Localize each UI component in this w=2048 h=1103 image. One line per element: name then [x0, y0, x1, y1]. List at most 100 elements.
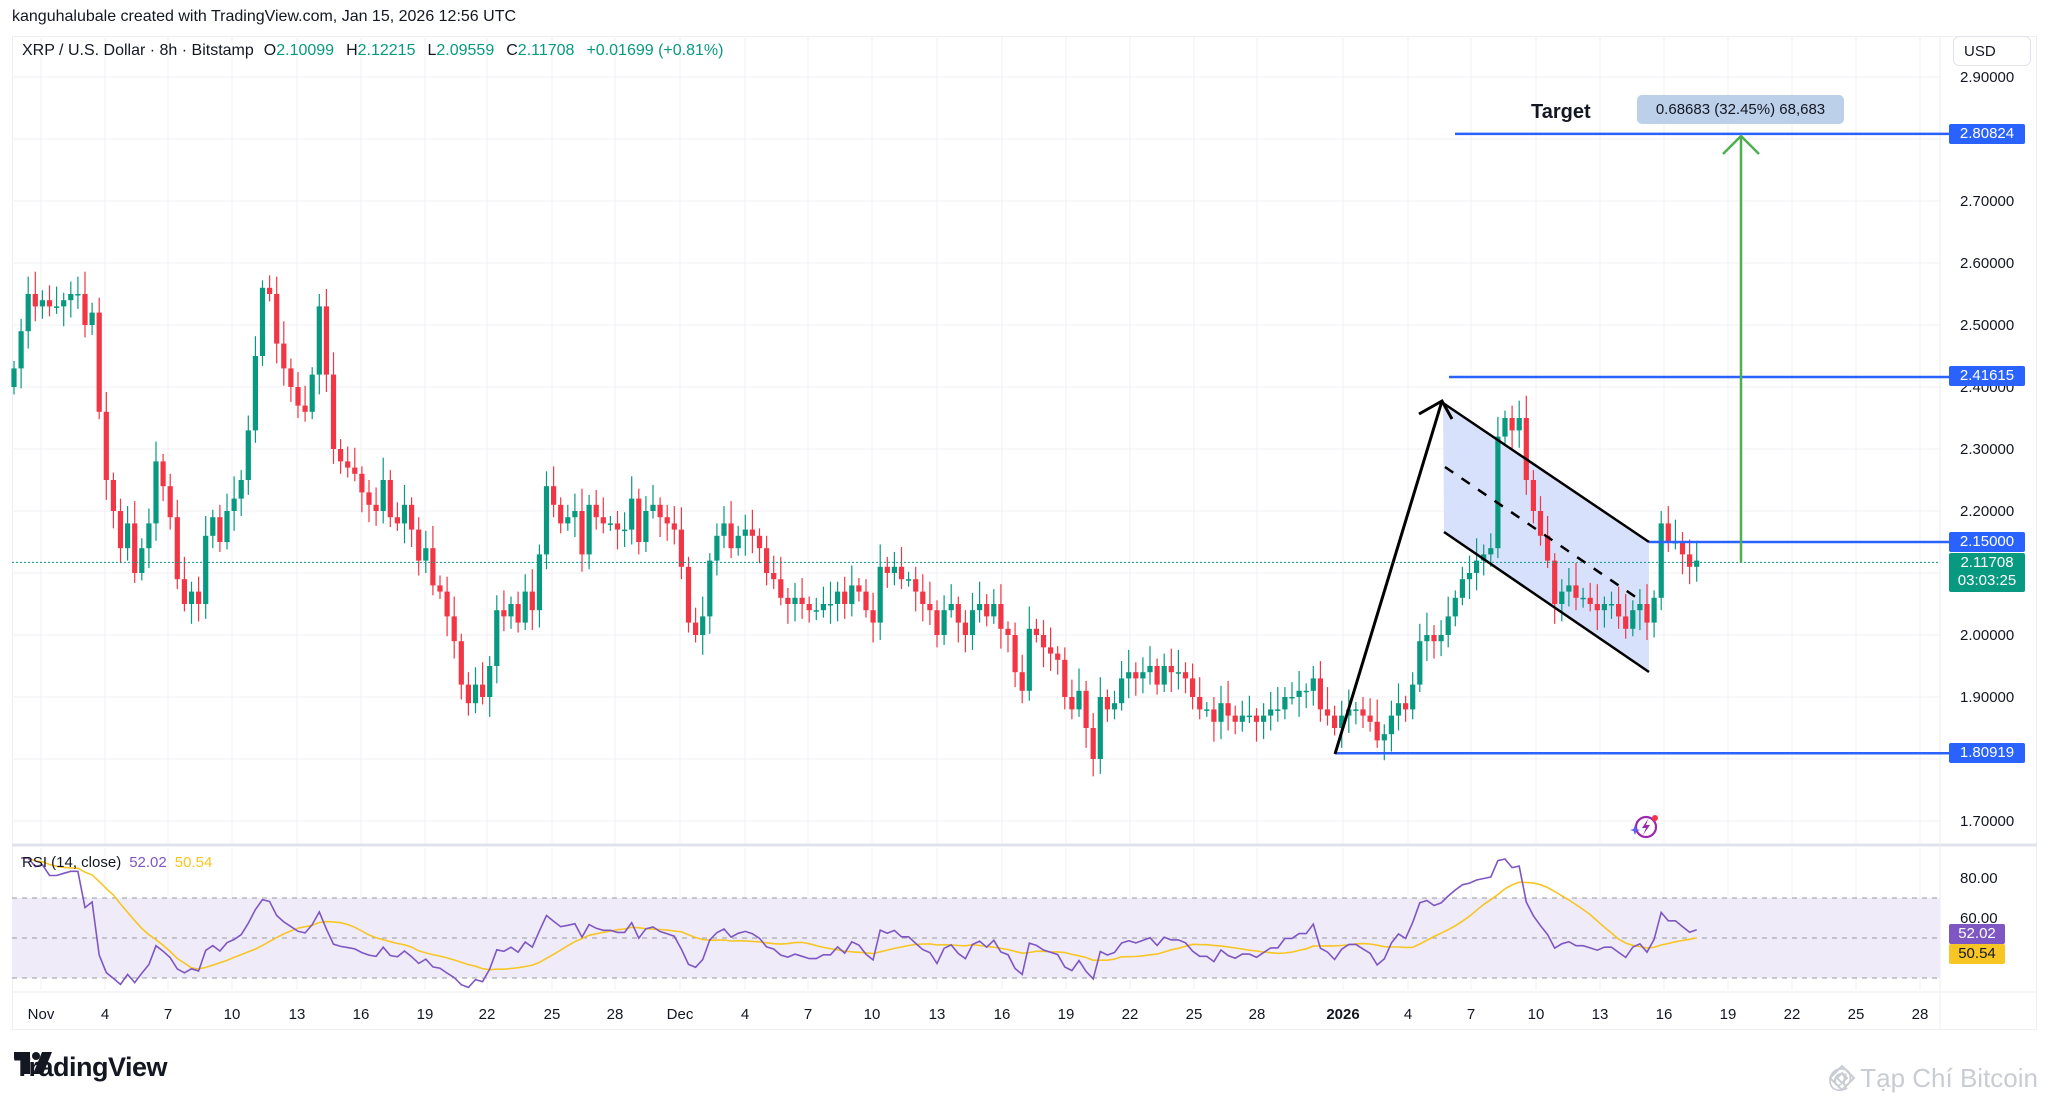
time-axis-label: Dec — [667, 1006, 694, 1023]
candle-body — [1481, 554, 1487, 561]
candle-body — [1637, 604, 1643, 611]
candle-body — [756, 535, 763, 549]
channel-lower-line — [1443, 530, 1650, 674]
candle-body — [1218, 703, 1224, 722]
candle-body — [1246, 715, 1252, 718]
time-axis-label: 19 — [1058, 1006, 1075, 1023]
candle-body — [551, 486, 557, 505]
candle-body — [75, 294, 81, 296]
time-axis-label: 16 — [1656, 1006, 1673, 1023]
level-tag-target: 2.80824 — [1949, 124, 2025, 144]
candle-body — [1658, 523, 1664, 598]
ai-assistant-icon[interactable] — [1630, 812, 1660, 842]
candle-body — [764, 548, 770, 573]
candle-body — [1566, 585, 1572, 592]
time-axis-label: 10 — [1528, 1006, 1545, 1023]
candle-body — [984, 604, 990, 617]
candle-body — [153, 461, 159, 524]
candle-body — [1608, 604, 1615, 606]
candle-body — [160, 461, 166, 487]
candle-body — [607, 523, 613, 525]
candle-body — [877, 566, 883, 623]
time-axis-label: 16 — [994, 1006, 1011, 1023]
candle-body — [1374, 721, 1380, 741]
time-axis-label: 25 — [544, 1006, 561, 1023]
candle-body — [636, 498, 642, 542]
candle-body — [25, 294, 31, 332]
candle-body — [771, 573, 777, 580]
candle-body — [1197, 697, 1203, 710]
candle-body — [1104, 697, 1110, 710]
price-axis-label: 2.30000 — [1960, 441, 2014, 458]
candle-body — [1324, 709, 1331, 716]
candle-body — [1225, 703, 1231, 716]
tradingview-logo[interactable]: TradingView — [14, 1052, 168, 1083]
candle-body — [231, 498, 237, 511]
candle-body — [430, 548, 436, 586]
candle-body — [842, 591, 848, 604]
time-axis-label: 22 — [1784, 1006, 1801, 1023]
level-tag-pole-base: 1.80919 — [1949, 743, 2025, 763]
rsi-axis-label: 80.00 — [1960, 870, 1998, 887]
candle-body — [1687, 554, 1693, 567]
candle-body — [1317, 678, 1323, 710]
candle-body — [1204, 709, 1210, 711]
candle-body — [146, 523, 152, 549]
candle-body — [32, 294, 38, 307]
candle-body — [18, 331, 24, 369]
candle-body — [196, 591, 202, 604]
candle-body — [132, 523, 138, 573]
candle-body — [352, 467, 358, 474]
candle-body — [274, 294, 280, 344]
candle-body — [863, 591, 869, 611]
candle-body — [1275, 709, 1281, 711]
candle-body — [1303, 690, 1309, 693]
candle-body — [1040, 635, 1047, 648]
candle-body — [1126, 672, 1132, 679]
symbol-legend: XRP / U.S. Dollar · 8h · Bitstamp O2.100… — [22, 42, 723, 60]
candle-body — [82, 294, 88, 325]
candle-body — [1353, 709, 1359, 711]
currency-button[interactable]: USD — [1953, 36, 2031, 66]
candle-body — [941, 610, 947, 635]
ohlc-values: O2.10099 H2.12215 L2.09559 C2.11708 +0.0… — [264, 42, 724, 60]
time-axis-label: 7 — [1467, 1006, 1475, 1023]
candle-body — [338, 449, 344, 462]
candle-body — [1175, 672, 1181, 674]
candle-body — [1381, 734, 1387, 741]
time-axis-label: 7 — [164, 1006, 172, 1023]
candle-body — [1062, 659, 1068, 697]
candle-body — [820, 604, 826, 611]
candle-body — [508, 604, 514, 617]
candle-body — [1466, 573, 1473, 580]
candle-body — [451, 616, 457, 642]
candle-body — [536, 554, 542, 611]
watermark: @ Tạp Chí Bitcoin — [1827, 1063, 2038, 1094]
rsi-ma-tag: 50.54 — [1949, 944, 2005, 964]
candle-body — [906, 579, 912, 581]
candle-body — [1090, 728, 1096, 759]
candle-body — [1083, 690, 1089, 728]
rsi-axis-label: 60.00 — [1960, 910, 1998, 927]
time-axis-label: 28 — [607, 1006, 624, 1023]
candle-body — [1119, 678, 1125, 704]
price-axis-label: 2.00000 — [1960, 627, 2014, 644]
candle-body — [125, 523, 131, 549]
candle-body — [1459, 579, 1465, 598]
price-axis-label: 2.90000 — [1960, 69, 2014, 86]
rsi-title[interactable]: RSI (14, close) — [22, 854, 122, 871]
candle-body — [1026, 628, 1032, 691]
rsi-value: 52.02 — [129, 854, 167, 871]
symbol-title[interactable]: XRP / U.S. Dollar · 8h · Bitstamp — [22, 42, 254, 59]
candle-body — [657, 504, 663, 518]
candle-body — [1111, 703, 1118, 710]
candle-body — [1310, 678, 1316, 691]
candle-body — [870, 610, 876, 623]
candle-body — [217, 517, 223, 542]
flagpole-line — [1333, 400, 1444, 755]
candle-body — [1559, 591, 1565, 604]
candle-body — [1395, 703, 1402, 716]
candle-body — [806, 604, 812, 611]
candle-body — [1601, 604, 1607, 611]
